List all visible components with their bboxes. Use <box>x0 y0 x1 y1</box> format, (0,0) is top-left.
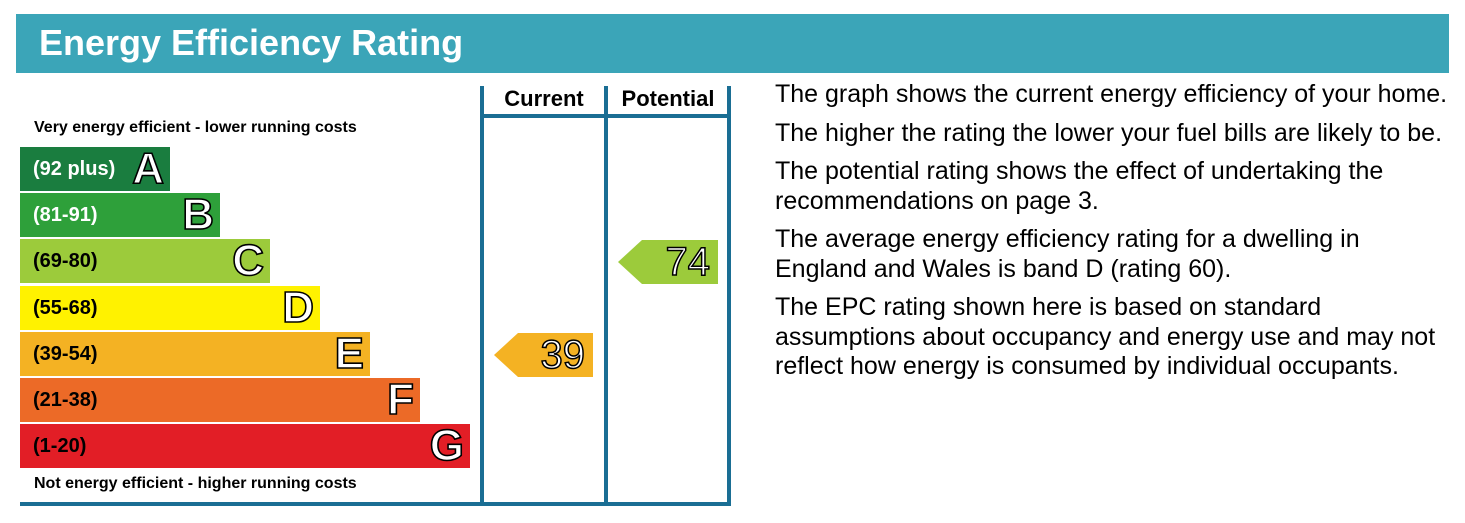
top-caption: Very energy efficient - lower running co… <box>34 119 357 136</box>
info-paragraph: The graph shows the current energy effic… <box>775 80 1448 108</box>
frame-lines <box>20 86 731 506</box>
info-paragraph: The EPC rating shown here is based on st… <box>775 293 1436 380</box>
info-paragraph: The average energy efficiency rating for… <box>775 225 1360 283</box>
bottom-caption: Not energy efficient - higher running co… <box>34 475 357 492</box>
band-letter: D <box>281 282 314 332</box>
band-range-label: (92 plus) <box>33 158 116 180</box>
band-b: (81-91) B <box>20 190 220 240</box>
band-c: (69-80) C <box>20 236 270 286</box>
potential-arrow-shape <box>618 240 718 285</box>
band-range-label: (39-54) <box>33 342 98 365</box>
rating-columns-frame <box>20 86 731 506</box>
info-paragraph: The potential rating shows the effect of… <box>775 157 1384 215</box>
band-f: (21-38) F <box>20 375 420 424</box>
potential-rating-arrow: 74 <box>618 240 718 286</box>
info-paragraph: The higher the rating the lower your fue… <box>775 118 1443 147</box>
header-bar: Energy Efficiency Rating <box>16 14 1449 73</box>
band-letter: G <box>429 421 465 471</box>
band-range-label: (55-68) <box>33 296 98 319</box>
band-d: (55-68) D <box>20 282 320 332</box>
band-letter: A <box>131 144 164 193</box>
current-arrow-shape <box>494 332 593 377</box>
potential-column-label: Potential <box>621 86 715 111</box>
current-rating-value: 39 <box>540 332 586 378</box>
page-title: Energy Efficiency Rating <box>39 22 464 63</box>
band-range-label: (1-20) <box>33 435 87 458</box>
current-column-label: Current <box>504 86 584 111</box>
band-letter: E <box>334 328 365 378</box>
band-letter: B <box>181 190 214 240</box>
band-e: (39-54) E <box>20 328 370 378</box>
band-letter: F <box>386 375 414 424</box>
current-rating-arrow: 39 <box>494 332 593 378</box>
band-letter: C <box>231 236 264 286</box>
band-a: (92 plus) A <box>20 144 170 193</box>
band-range-label: (69-80) <box>33 250 98 273</box>
band-g: (1-20) G <box>20 421 470 471</box>
potential-rating-value: 74 <box>665 240 711 286</box>
band-range-label: (81-91) <box>33 204 98 227</box>
band-range-label: (21-38) <box>33 389 98 411</box>
info-text: The graph shows the current energy effic… <box>775 80 1455 391</box>
